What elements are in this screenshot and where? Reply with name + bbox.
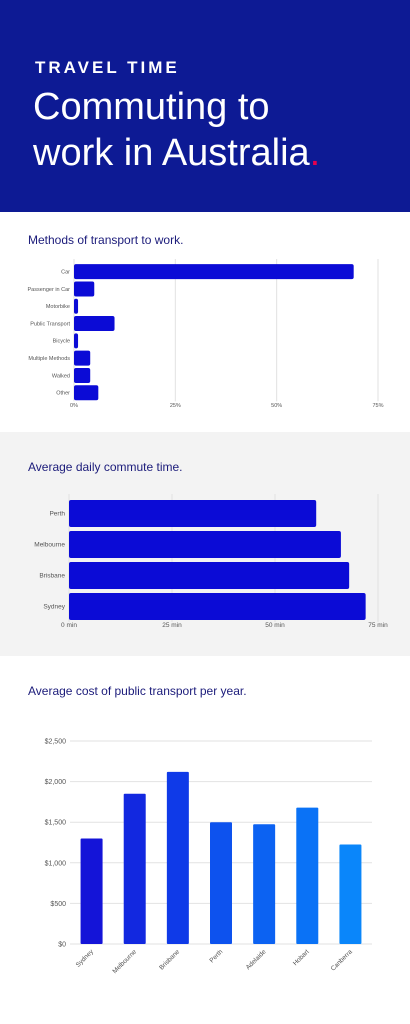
title-line-2: work in Australia [33,132,310,174]
bar-canberra [339,844,362,944]
x-tick-label: 0 min [61,622,77,629]
category-label-brisbane: Brisbane [39,573,65,580]
title-line-1: Commuting to [33,86,270,128]
x-tick-label: 0% [70,403,78,409]
category-label-passenger-in-car: Passenger in Car [28,287,71,293]
transport-cost-title: Average cost of public transport per yea… [28,684,247,698]
bar-walked [74,367,91,383]
bar-passenger-in-car [74,281,95,297]
bar-perth [69,500,317,527]
category-label-melbourne: Melbourne [34,542,65,549]
category-label-bicycle: Bicycle [53,339,70,345]
bar-car [74,264,354,280]
category-label-walked: Walked [52,373,70,379]
category-label-car: Car [61,269,70,275]
bar-sydney [80,838,103,944]
bar-melbourne [69,531,341,558]
category-label-sydney: Sydney [75,948,96,969]
category-label-brisbane: Brisbane [158,948,181,971]
category-label-melbourne: Melbourne [111,948,138,975]
y-tick-label: $500 [50,901,66,908]
x-tick-label: 75% [372,403,383,409]
category-label-adelaide: Adelaide [245,948,268,971]
category-label-perth: Perth [208,948,224,964]
y-tick-label: $1,000 [45,860,67,867]
commute-time-section: Average daily commute time. 0 min 25 min 5… [0,432,410,656]
x-tick-label: 50% [271,403,282,409]
x-tick-label: 25 min [162,622,182,629]
title-dot: . [309,132,321,174]
bar-brisbane [166,771,189,944]
y-tick-label: $1,500 [45,820,67,827]
category-label-canberra: Canberra [330,948,354,972]
bar-perth [210,822,232,944]
category-label-multiple-methods: Multiple Methods [28,356,70,362]
transport-methods-title: Methods of transport to work. [28,233,184,247]
transport-cost-section: Average cost of public transport per yea… [0,656,410,1024]
header-banner: TRAVEL TIME Commuting to work in Austral… [0,0,410,212]
bar-sydney [69,593,366,620]
transport-methods-section: Methods of transport to work. 0% 25% 50% 75… [0,212,410,432]
transport-methods-chart: 0% 25% 50% 75% Car Passenger in Car Motorbike P… [28,259,384,409]
bar-other [74,385,99,401]
bar-melbourne [123,793,146,944]
page-title: Commuting to work in Australia. [33,84,393,176]
category-label-motorbike: Motorbike [46,304,70,310]
category-label-public-transport: Public Transport [30,321,70,327]
bar-hobart [296,807,319,944]
category-label-perth: Perth [49,511,65,518]
bar-brisbane [69,562,350,589]
category-label-other: Other [56,391,70,397]
x-tick-label: 25% [170,403,181,409]
commute-time-chart: 0 min 25 min 50 min 75 min Perth Melbourne Bri… [34,494,388,629]
x-tick-label: 50 min [265,622,285,629]
bar-motorbike [74,298,79,314]
bar-multiple-methods [74,350,91,366]
category-label-hobart: Hobart [292,948,311,967]
y-tick-label: $2,500 [45,739,67,746]
commute-time-title: Average daily commute time. [28,460,183,474]
header-kicker: TRAVEL TIME [35,58,180,77]
y-tick-label: $0 [58,942,66,949]
bar-bicycle [74,333,79,349]
x-tick-label: 75 min [368,622,388,629]
bar-adelaide [253,824,276,944]
transport-cost-chart: $0 $500 $1,000 $1,500 $2,000 $2,500 Sydney Melb… [45,739,372,975]
category-label-sydney: Sydney [43,604,65,611]
y-tick-label: $2,000 [45,779,67,786]
bar-public-transport [74,316,115,332]
